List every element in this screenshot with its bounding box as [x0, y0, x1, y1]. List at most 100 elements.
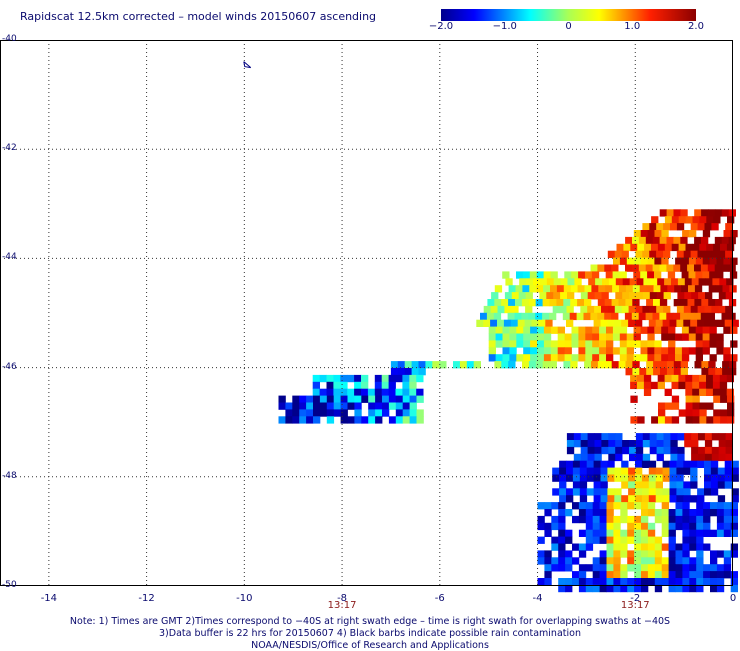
wind-cell [632, 285, 641, 293]
wind-cell [634, 571, 642, 579]
wind-cell [600, 319, 608, 327]
wind-cell [690, 223, 698, 231]
wind-cell [620, 536, 628, 544]
wind-cell [725, 250, 733, 258]
colorbar-tick-label: 1.0 [624, 21, 641, 32]
wind-cell [720, 409, 728, 417]
wind-cell [695, 257, 704, 265]
wind-cell [375, 402, 383, 410]
wind-cell [614, 474, 622, 482]
wind-cell [564, 347, 572, 355]
wind-cell [611, 264, 619, 272]
wind-cell [730, 522, 738, 531]
wind-cell [641, 515, 649, 524]
wind-cell [675, 550, 683, 558]
wind-cell [647, 347, 655, 355]
wind-cell [620, 564, 628, 572]
wind-cell [721, 209, 730, 217]
note-line-2: 3)Data buffer is 22 hrs for 20150607 4) … [159, 628, 581, 639]
wind-cell [685, 395, 693, 403]
wind-cell [710, 529, 718, 537]
wind-cell [692, 388, 700, 396]
wind-cell [578, 333, 586, 341]
wind-cell [607, 474, 615, 482]
wind-cell [626, 354, 634, 362]
wind-cell [530, 354, 538, 362]
wind-cell [285, 409, 293, 417]
wind-cell [642, 250, 650, 258]
wind-cell [702, 271, 710, 279]
wind-cell [680, 368, 688, 376]
wind-cell [381, 374, 389, 383]
wind-cell [698, 278, 706, 286]
wind-cell [632, 299, 640, 307]
wind-cell [565, 536, 573, 544]
wind-cell [552, 305, 560, 314]
wind-cell [673, 312, 681, 321]
wind-cell [418, 361, 426, 369]
wind-cell [578, 584, 587, 593]
wind-cell [695, 271, 703, 279]
wind-cell [677, 292, 685, 300]
wind-cell [711, 453, 720, 462]
wind-cell [696, 543, 704, 551]
wind-cell [613, 584, 621, 593]
wind-cell [663, 250, 671, 258]
wind-cell [537, 354, 545, 362]
wind-cell [663, 433, 671, 441]
wind-cell [592, 502, 600, 510]
wind-cell [559, 460, 567, 468]
wind-cell [661, 326, 669, 334]
wind-cell [704, 474, 712, 482]
wind-cell [648, 460, 657, 468]
wind-cell [643, 374, 652, 383]
wind-cell [626, 333, 634, 341]
wind-cell [718, 440, 726, 448]
wind-cell [409, 381, 417, 390]
wind-cell [361, 381, 369, 390]
wind-cell [669, 495, 677, 503]
wind-cell [495, 333, 503, 341]
wind-cell [651, 243, 659, 252]
wind-cell [632, 361, 640, 369]
wind-cell [544, 509, 552, 517]
wind-cell [689, 509, 697, 517]
wind-cell [685, 374, 693, 383]
wind-cell [654, 515, 663, 524]
wind-cell [712, 381, 721, 390]
latitude-tick-label: -48 [2, 470, 17, 481]
wind-cell [572, 488, 581, 496]
wind-cell [635, 453, 644, 462]
wind-cell [630, 381, 638, 390]
wind-cell [523, 354, 531, 362]
wind-cell [695, 333, 703, 341]
wind-cell [381, 388, 389, 396]
wind-cell [558, 536, 566, 544]
wind-cell [704, 460, 712, 468]
wind-cell [587, 433, 595, 441]
wind-cell [340, 374, 348, 383]
wind-cell [690, 305, 698, 314]
wind-cell [536, 271, 544, 279]
wind-cell [730, 578, 738, 586]
wind-cell [622, 278, 630, 286]
wind-cell [716, 584, 725, 593]
wind-cell [676, 474, 684, 482]
wind-cell [652, 312, 660, 321]
wind-cell [613, 564, 621, 572]
wind-cell [699, 216, 707, 224]
wind-cell [645, 236, 654, 245]
wind-cell [514, 312, 522, 321]
wind-cell [558, 578, 566, 586]
wind-cell [690, 481, 698, 489]
wind-cell [599, 333, 607, 341]
wind-cell [508, 299, 516, 307]
wind-cell [683, 460, 691, 468]
wind-cell [718, 250, 726, 258]
wind-cell [586, 467, 594, 475]
wind-cell [696, 578, 704, 586]
wind-cell [390, 368, 399, 376]
wind-cell [502, 333, 510, 341]
wind-cell [692, 216, 700, 224]
wind-cell [710, 474, 719, 482]
